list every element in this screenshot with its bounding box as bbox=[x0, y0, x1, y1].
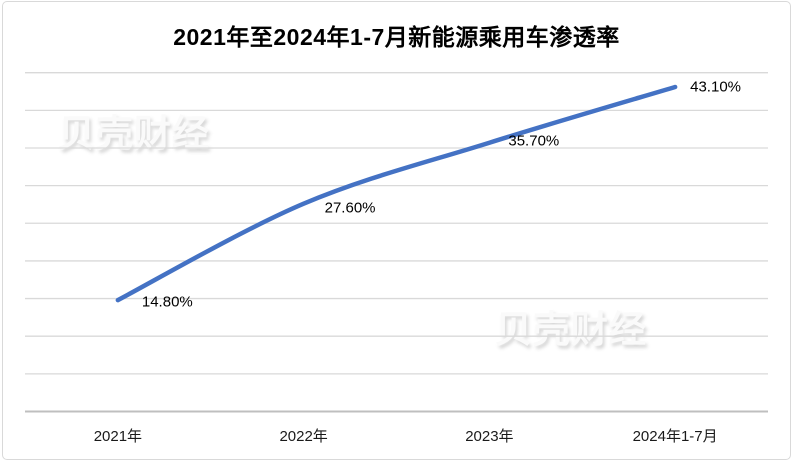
x-axis-label-2021: 2021年 bbox=[93, 428, 143, 445]
data-label-2022: 27.60% bbox=[324, 199, 376, 217]
x-axis-label-2022: 2022年 bbox=[279, 428, 328, 445]
data-label-2024-1-7: 43.10% bbox=[690, 78, 741, 96]
chart-title: 2021年至2024年1-7月新能源乘用车渗透率 bbox=[173, 24, 620, 50]
data-label-2023: 35.70% bbox=[508, 132, 560, 150]
x-axis-label-2023: 2023年 bbox=[465, 428, 514, 445]
data-label-2021: 14.80% bbox=[141, 293, 193, 311]
series-line bbox=[115, 84, 678, 303]
x-axis-label-2024-1-7: 2024年1-7月 bbox=[632, 428, 718, 445]
